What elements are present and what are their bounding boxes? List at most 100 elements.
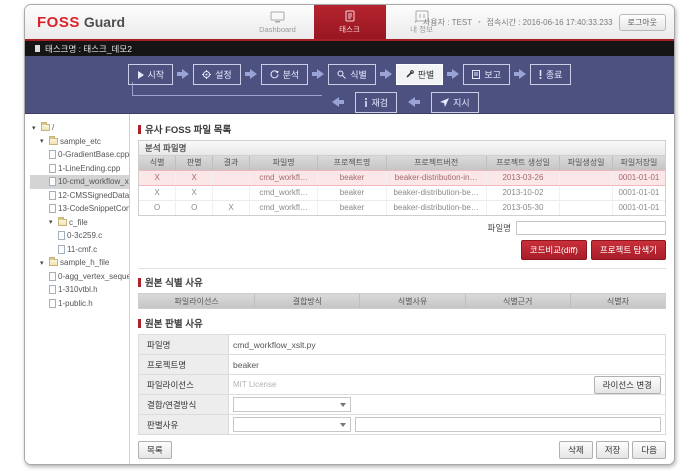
tree-item-file-selected[interactable]: 10-cmd_workflow_x [30, 175, 129, 189]
save-button[interactable]: 저장 [595, 441, 630, 459]
step-label: 종료 [545, 70, 563, 80]
tree-item-file[interactable]: 1-public.h [30, 297, 129, 311]
filename-filter-input[interactable] [516, 221, 666, 235]
combine-method-select[interactable] [233, 397, 351, 412]
flow-arrow-icon [447, 66, 460, 84]
info-icon [364, 98, 368, 107]
step-report-button[interactable]: 보고 [463, 64, 510, 85]
code-diff-button[interactable]: 코드비교(diff) [520, 240, 587, 260]
report-icon [472, 70, 481, 79]
form-row-judge-reason: 판별사유 [138, 414, 666, 435]
analysis-filename-tab[interactable]: 분석 파일명 [139, 141, 665, 156]
folder-icon [58, 216, 67, 226]
tree-item-file[interactable]: 1-LineEnding.cpp [30, 162, 129, 176]
file-icon [49, 177, 56, 187]
tree-item-root[interactable]: ▾ / [30, 121, 129, 135]
cell [559, 169, 613, 186]
cell [559, 199, 613, 215]
step-judge-button[interactable]: 판별 [395, 64, 444, 85]
list-button[interactable]: 목록 [138, 441, 172, 459]
step-recheck-button[interactable]: 재검 [354, 92, 398, 113]
step-end-button[interactable]: 종료 [529, 64, 572, 85]
tree-item-label: 1-LineEnding.cpp [58, 163, 121, 173]
flow-arrow-icon [177, 66, 190, 84]
expander-icon[interactable]: ▾ [32, 124, 36, 132]
tree-item-folder[interactable]: ▾ sample_etc [30, 135, 129, 149]
flow-arrow-left-icon [331, 94, 344, 112]
license-change-button[interactable]: 라이선스 변경 [593, 375, 661, 394]
form-row-combine-method: 결합/연결방식 [138, 394, 666, 415]
logout-button[interactable]: 로그아웃 [618, 13, 666, 31]
cell: X [139, 184, 176, 200]
section-title-text: 원본 판별 사유 [145, 319, 203, 330]
tree-item-file[interactable]: 0-agg_vertex_seque [30, 270, 129, 284]
step-label: 시작 [147, 70, 165, 80]
column-header: 식별 [139, 156, 176, 170]
cell: X [212, 199, 250, 215]
tree-item-file[interactable]: 1-310vtbl.h [30, 283, 129, 297]
step-instruct-button[interactable]: 지시 [431, 92, 479, 113]
section-bar-icon [138, 124, 141, 134]
delete-button[interactable]: 삭제 [559, 441, 593, 459]
similar-files-table: 식별 판별 결과 파일명 프로젝트명 프로젝트버전 프로젝트 생성일 파일생성일… [139, 156, 665, 215]
folder-icon [49, 257, 58, 267]
tree-item-file[interactable]: 11-cmf.c [30, 243, 129, 257]
step-analyze-button[interactable]: 분석 [260, 64, 309, 85]
tree-item-folder[interactable]: ▾ c_file [30, 216, 129, 230]
flow-connector [131, 95, 322, 96]
session-time-text: 접속시간 : 2016-06-16 17:40:33.233 [486, 17, 613, 27]
judge-reason-select[interactable] [233, 417, 351, 432]
tree-item-label: 0-GradientBase.cpp [58, 150, 129, 160]
step-settings-button[interactable]: 설정 [193, 64, 241, 85]
step-start-button[interactable]: 시작 [127, 64, 174, 85]
cell: O [139, 199, 176, 215]
main-panel: 유사 FOSS 파일 목록 분석 파일명 식별 판별 결과 파일명 [130, 114, 674, 464]
chevron-down-icon [340, 402, 346, 407]
cell: 0001-01-01 [611, 199, 665, 215]
cell: X [175, 169, 213, 186]
tree-item-file[interactable]: 13-CodeSnippetCom [30, 202, 129, 216]
step-identify-button[interactable]: 식별 [328, 64, 376, 85]
send-icon [440, 98, 450, 107]
bullet-icon: ▪ [478, 18, 481, 26]
expander-icon[interactable]: ▾ [49, 219, 53, 227]
cell: beaker [317, 169, 387, 186]
tab-task[interactable]: 태스크 [313, 5, 386, 39]
flow-arrow-icon [379, 66, 392, 84]
accent-divider [25, 39, 674, 41]
dashboard-icon [270, 11, 285, 23]
folder-icon [41, 122, 50, 132]
app-window: FOSS Guard Dashboard 태스크 내 정보 [24, 4, 675, 465]
cell: 2013-05-30 [485, 199, 560, 215]
judge-reason-input[interactable] [355, 417, 661, 432]
cell: 2013-03-26 [485, 169, 560, 186]
tree-item-file[interactable]: 12-CMSSignedData.c [30, 189, 129, 203]
table-header-row: 식별 판별 결과 파일명 프로젝트명 프로젝트버전 프로젝트 생성일 파일생성일… [139, 156, 665, 170]
table-row-selected[interactable]: X X cmd_workfl… beaker beaker-distributi… [139, 169, 665, 186]
table-row[interactable]: X X cmd_workfl… beaker beaker-distributi… [139, 184, 665, 200]
cell: 2013-10-02 [485, 184, 560, 200]
column-header: 판별 [175, 156, 213, 170]
column-header: 결과 [212, 156, 250, 170]
tree-item-label: 1-310vtbl.h [58, 285, 98, 295]
tree-item-file[interactable]: 0-3c259.c [30, 229, 129, 243]
flow-arrow-icon [312, 66, 325, 84]
filename-value: cmd_workflow_xslt.py [228, 334, 666, 355]
tab-dashboard[interactable]: Dashboard [242, 5, 314, 39]
expander-icon[interactable]: ▾ [40, 259, 44, 267]
tree-item-label: 0-3c259.c [67, 231, 103, 241]
cell: cmd_workfl… [248, 169, 318, 186]
next-button[interactable]: 다음 [632, 441, 666, 459]
tree-item-folder[interactable]: ▾ sample_h_file [30, 256, 129, 270]
project-explorer-button[interactable]: 프로젝트 탐색기 [590, 240, 666, 260]
tab-myinfo[interactable]: 내 정보 [386, 5, 458, 39]
column-header: 식별사유 [359, 294, 466, 308]
expander-icon[interactable]: ▾ [40, 138, 44, 146]
table-row[interactable]: O O X cmd_workfl… beaker beaker-distribu… [139, 199, 665, 215]
section-divider [138, 268, 666, 269]
tree-item-label: c_file [69, 217, 88, 227]
step-label: 지시 [453, 98, 470, 108]
tree-item-file[interactable]: 0-GradientBase.cpp [30, 148, 129, 162]
breadcrumb: 태스크명 : 태스크_데모2 [25, 41, 674, 56]
wrench-icon [405, 70, 414, 79]
